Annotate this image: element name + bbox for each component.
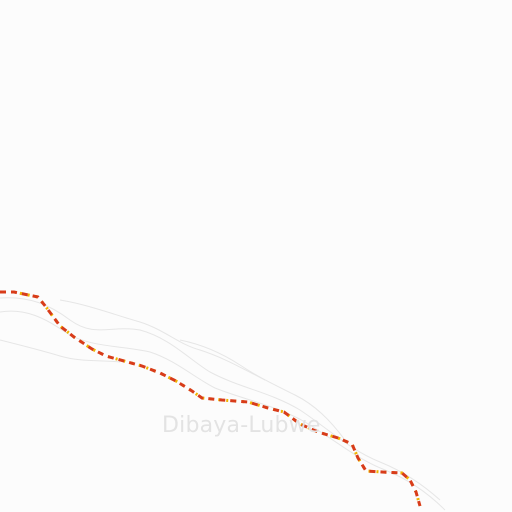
river-line-3 [59,299,266,381]
place-label[interactable]: Dibaya-Lubwe [162,413,321,438]
river-line-4 [179,339,346,441]
river-lines [0,297,446,511]
boundary-line [0,290,422,507]
river-line-5 [0,339,121,363]
boundary-main [0,290,422,507]
river-line-2 [0,310,446,511]
river-line-1 [0,297,441,501]
